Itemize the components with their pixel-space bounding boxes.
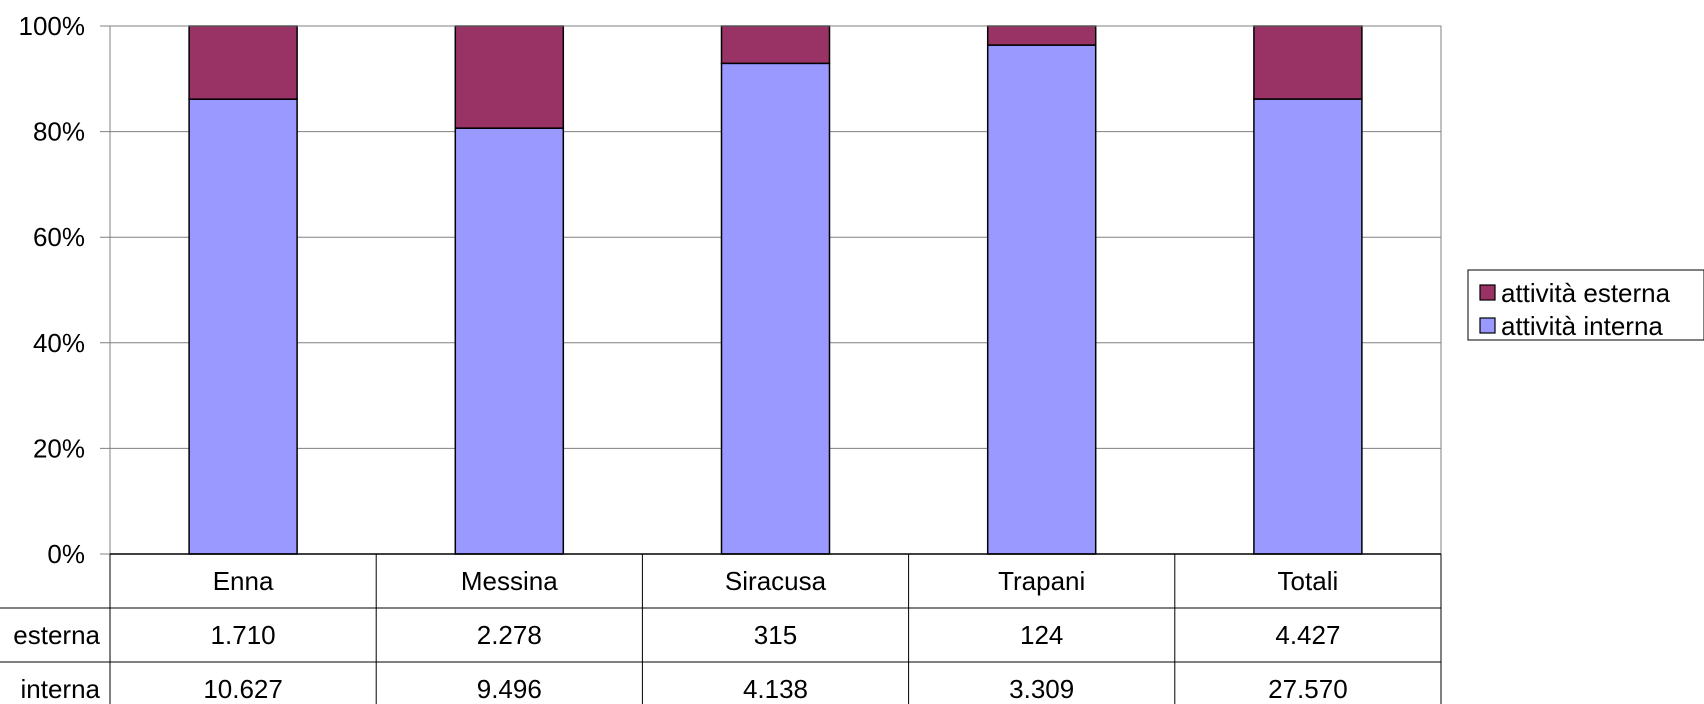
table-row-header: esterna	[13, 620, 100, 650]
axes	[109, 25, 1442, 555]
bar-segment-interna	[454, 127, 565, 555]
table-cell-value: 2.278	[477, 620, 542, 650]
legend-label: attività esterna	[1501, 278, 1671, 308]
y-tick-label: 0%	[47, 539, 85, 569]
table-cell-value: 27.570	[1268, 674, 1348, 704]
table-cell-value: 4.138	[743, 674, 808, 704]
table-cell-value: 4.427	[1275, 620, 1340, 650]
table-row-header: interna	[21, 674, 101, 704]
data-table: Enna Messina Siracusa Trapani Totali esterna 1…	[0, 554, 1442, 704]
legend-swatch	[1479, 284, 1496, 301]
y-tick-label: 40%	[33, 328, 85, 358]
legend-box	[1467, 269, 1704, 341]
y-tick-label: 80%	[33, 117, 85, 147]
table-cell-value: 315	[754, 620, 797, 650]
table-cell-value: 10.627	[203, 674, 283, 704]
table-cell-value: 124	[1020, 620, 1063, 650]
bar-segment-esterna	[986, 25, 1097, 46]
legend-swatch	[1479, 317, 1496, 334]
category-label: Siracusa	[725, 566, 827, 596]
y-axis-ticks: 0% 20% 40% 60% 80% 100%	[19, 11, 86, 569]
category-label: Totali	[1278, 566, 1339, 596]
bar-segment-interna	[986, 44, 1097, 555]
bar-segment-interna	[1253, 98, 1363, 555]
bar-segment-esterna	[720, 25, 831, 65]
category-label: Enna	[213, 566, 274, 596]
bar-segment-interna	[188, 98, 298, 555]
bar-segment-interna	[720, 62, 831, 555]
table-cell-value: 3.309	[1009, 674, 1074, 704]
bar-segment-esterna	[188, 25, 298, 100]
category-label: Trapani	[998, 566, 1085, 596]
table-cell-value: 9.496	[477, 674, 542, 704]
bar-segment-esterna	[454, 25, 565, 129]
legend-label: attività interna	[1501, 311, 1663, 341]
bars	[188, 25, 1363, 555]
y-tick-label: 60%	[33, 222, 85, 252]
y-tick-label: 100%	[19, 11, 86, 41]
bar-segment-esterna	[1253, 25, 1363, 100]
y-tick-label: 20%	[33, 433, 85, 463]
category-label: Messina	[461, 566, 558, 596]
table-cell-value: 1.710	[211, 620, 276, 650]
